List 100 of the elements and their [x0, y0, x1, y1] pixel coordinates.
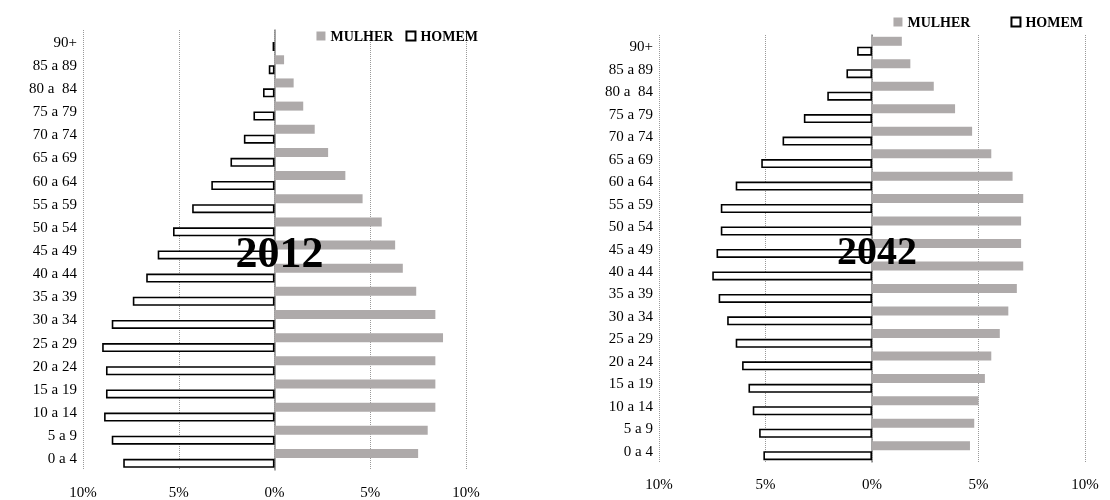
bar [735, 338, 872, 348]
bar [104, 412, 275, 422]
bar [872, 284, 1017, 293]
bar [803, 114, 872, 124]
bar [872, 36, 902, 46]
y-tick-label: 45 a 49 [608, 240, 653, 257]
bar [872, 81, 934, 91]
bar [782, 136, 872, 146]
legend-label: MULHER [907, 14, 972, 30]
bar [274, 171, 346, 181]
y-tick-label: 5 a 9 [623, 420, 653, 437]
bar [759, 428, 872, 438]
bar [857, 46, 872, 56]
y-tick-label: 40 a 44 [608, 262, 654, 279]
bar [105, 366, 275, 376]
x-tick-label: 10% [452, 483, 480, 500]
text: 2042 [837, 227, 917, 273]
bar [274, 402, 436, 412]
bar [872, 328, 1000, 338]
x-tick-label: 0% [264, 483, 285, 500]
y-tick-label: 80 a 84 [605, 83, 654, 100]
y-tick-label: 75 a 79 [608, 105, 653, 122]
bar [712, 271, 872, 281]
y-tick-label: 90+ [629, 38, 653, 55]
x-tick-label: 0% [862, 475, 882, 492]
y-tick-label: 45 a 49 [32, 242, 77, 258]
bar [211, 180, 275, 190]
bar [102, 343, 275, 353]
bar [872, 149, 992, 159]
bar [230, 157, 275, 167]
y-tick-label: 20 a 24 [608, 352, 654, 369]
bar [111, 319, 275, 329]
bar [872, 373, 985, 383]
x-tick-label: 10% [69, 483, 97, 500]
y-tick-label: 85 a 89 [608, 60, 653, 77]
bar [274, 356, 436, 366]
bar [274, 448, 419, 458]
bar [274, 217, 382, 227]
y-tick-label: 85 a 89 [32, 56, 77, 73]
y-tick-label: 55 a 59 [608, 195, 653, 212]
bar [243, 134, 275, 144]
legend-label: HOMEM [1025, 14, 1083, 30]
y-tick-label: 60 a 64 [608, 173, 654, 190]
bar [274, 310, 436, 320]
y-tick-label: 10 a 14 [32, 404, 78, 421]
x-tick-label: 5% [968, 475, 989, 492]
bar [748, 383, 872, 393]
legend-label: HOMEM [420, 28, 478, 44]
bar [872, 441, 970, 451]
bar [274, 286, 417, 296]
bar [268, 65, 275, 75]
y-tick-label: 60 a 64 [32, 172, 78, 189]
bar [274, 78, 294, 88]
bar [132, 296, 275, 306]
bar [872, 194, 1024, 204]
bar [274, 124, 315, 134]
y-tick-label: 25 a 29 [32, 334, 77, 351]
bar [105, 389, 275, 399]
bar [827, 91, 872, 101]
y-tick-label: 5 a 9 [47, 427, 77, 444]
bar [727, 316, 872, 326]
y-tick-label: 65 a 69 [608, 150, 653, 167]
bar [111, 435, 275, 445]
bar [872, 216, 1022, 226]
bar [872, 104, 956, 114]
bar [192, 204, 275, 214]
y-tick-label: 25 a 29 [608, 330, 653, 347]
bar [718, 293, 872, 303]
bar [742, 361, 872, 371]
bar [872, 418, 975, 428]
bar [872, 351, 992, 361]
y-tick-label: 50 a 54 [32, 218, 78, 235]
bar [846, 69, 872, 79]
y-tick-label: 50 a 54 [608, 218, 654, 235]
bar [872, 171, 1013, 181]
y-tick-label: 70 a 74 [608, 128, 654, 145]
bar [263, 88, 275, 98]
bar [274, 333, 444, 343]
x-tick-label: 5% [360, 483, 381, 500]
y-tick-label: 55 a 59 [32, 195, 77, 212]
bar [752, 406, 872, 416]
y-tick-label: 65 a 69 [32, 149, 77, 166]
y-tick-label: 70 a 74 [32, 126, 78, 143]
y-tick-label: 75 a 79 [32, 103, 77, 120]
text: 2012 [235, 227, 324, 277]
y-tick-label: 90+ [53, 33, 77, 50]
y-tick-label: 0 a 4 [623, 442, 654, 459]
bar [146, 273, 275, 283]
bar [763, 451, 872, 461]
bar [720, 226, 872, 236]
bar [761, 159, 872, 169]
y-tick-label: 20 a 24 [32, 357, 78, 374]
y-tick-label: 35 a 39 [608, 285, 653, 302]
bar [735, 181, 872, 191]
y-tick-label: 35 a 39 [32, 288, 77, 305]
bar [872, 306, 1009, 316]
y-tick-label: 80 a 84 [29, 79, 78, 96]
y-tick-label: 30 a 34 [32, 311, 78, 328]
y-tick-label: 10 a 14 [608, 397, 654, 414]
x-tick-label: 10% [1071, 475, 1099, 492]
